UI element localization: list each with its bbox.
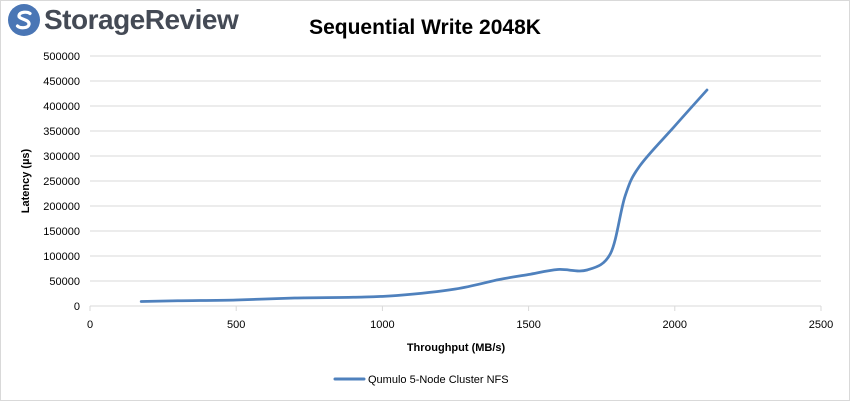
legend: Qumulo 5-Node Cluster NFS [333, 374, 509, 386]
x-axis-ticks: 0 500 1000 1500 2000 2500 [87, 306, 833, 331]
y-tick-label: 400000 [43, 101, 80, 113]
x-tick-label: 1500 [516, 319, 540, 331]
y-tick-label: 0 [74, 301, 80, 313]
y-tick-label: 100000 [43, 251, 80, 263]
x-tick-label: 2500 [809, 319, 833, 331]
legend-label: Qumulo 5-Node Cluster NFS [368, 374, 509, 386]
x-tick-label: 1000 [370, 319, 394, 331]
gridlines [90, 55, 821, 282]
storagereview-logo: StorageReview [6, 2, 239, 38]
x-tick-label: 500 [227, 319, 245, 331]
series-line [139, 88, 709, 303]
y-tick-label: 300000 [43, 151, 80, 163]
x-tick-label: 2000 [663, 319, 687, 331]
logo-text: StorageReview [44, 4, 239, 35]
y-tick-label: 50000 [49, 276, 80, 288]
y-tick-label: 500000 [43, 51, 80, 63]
y-tick-label: 350000 [43, 126, 80, 138]
y-axis-title: Latency (µs) [20, 148, 32, 213]
y-tick-label: 200000 [43, 201, 80, 213]
y-axis-ticks: 0 50000 100000 150000 200000 250000 300000 3500… [43, 51, 80, 313]
x-tick-label: 0 [87, 319, 93, 331]
y-tick-label: 150000 [43, 226, 80, 238]
x-axis-title: Throughput (MB/s) [407, 342, 506, 354]
chart-title: Sequential Write 2048K [309, 16, 541, 39]
y-tick-label: 250000 [43, 176, 80, 188]
storagereview-logo-icon [8, 4, 40, 36]
y-tick-label: 450000 [43, 76, 80, 88]
series-layer [139, 88, 709, 303]
